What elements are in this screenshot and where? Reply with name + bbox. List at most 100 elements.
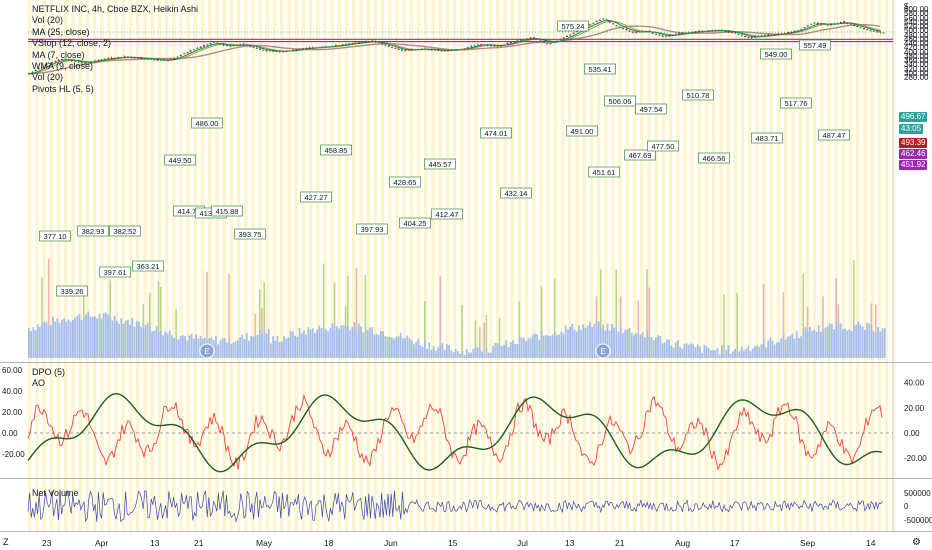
session-stripe bbox=[460, 0, 464, 362]
volume-bar bbox=[96, 318, 98, 358]
volume-bar bbox=[435, 351, 437, 358]
candle-body bbox=[166, 60, 169, 62]
legend-title[interactable]: NETFLIX INC, 4h, Cboe BZX, Heikin Ashi bbox=[32, 4, 199, 14]
netvol-pane[interactable]: 500000 0 -500000 Net Volume bbox=[0, 479, 932, 531]
session-stripe bbox=[56, 479, 61, 531]
volume-bar bbox=[652, 340, 655, 358]
candle-body bbox=[608, 21, 611, 23]
candle-body bbox=[833, 23, 836, 25]
candle-body bbox=[806, 25, 809, 27]
ao-label[interactable]: AO bbox=[32, 378, 46, 388]
session-stripe bbox=[539, 479, 543, 531]
legend-line[interactable]: WMA (9, close) bbox=[32, 61, 94, 72]
volume-bar bbox=[710, 350, 712, 358]
volume-bar bbox=[54, 321, 57, 358]
legend-line[interactable]: Vol (20) bbox=[32, 72, 64, 83]
legend-line[interactable]: MA (25, close) bbox=[32, 26, 90, 37]
session-stripe bbox=[467, 363, 471, 478]
netvol-chart[interactable]: 500000 0 -500000 bbox=[0, 479, 932, 531]
session-stripe bbox=[474, 479, 478, 531]
pivot-label: 467.69 bbox=[629, 151, 652, 160]
netvol-tick: 500000 bbox=[904, 489, 931, 498]
volume-bar bbox=[780, 338, 783, 358]
session-stripe bbox=[618, 0, 622, 362]
session-stripe bbox=[121, 0, 126, 362]
session-stripe bbox=[128, 479, 133, 531]
candle-body bbox=[348, 43, 351, 45]
time-label: 14 bbox=[866, 538, 876, 548]
candle-body bbox=[539, 40, 542, 42]
dpo-label[interactable]: DPO (5) bbox=[32, 367, 66, 377]
volume-bar bbox=[608, 330, 611, 358]
volume-bar bbox=[875, 333, 877, 358]
pivot-label-box bbox=[818, 129, 850, 141]
session-stripe bbox=[128, 363, 133, 478]
volume-bar bbox=[87, 311, 90, 358]
session-stripe bbox=[56, 0, 61, 362]
session-stripe bbox=[769, 363, 774, 478]
candle-body bbox=[394, 47, 397, 49]
session-stripe bbox=[474, 363, 478, 478]
candle-body bbox=[440, 50, 443, 52]
gear-icon[interactable]: ⚙ bbox=[912, 537, 921, 548]
candle-body bbox=[117, 57, 120, 59]
netvol-legend[interactable]: Net Volume bbox=[32, 488, 79, 498]
session-stripe bbox=[661, 363, 666, 478]
volume-spike bbox=[149, 292, 151, 327]
session-stripe bbox=[236, 0, 241, 362]
candle-body bbox=[130, 57, 133, 59]
volume-bar bbox=[421, 346, 424, 358]
session-stripe bbox=[524, 479, 529, 531]
pivot-label: 397.61 bbox=[104, 268, 127, 277]
session-stripe bbox=[676, 0, 680, 362]
volume-bar bbox=[743, 350, 745, 358]
session-stripe bbox=[748, 0, 752, 362]
volume-bar bbox=[111, 320, 114, 358]
session-stripe bbox=[503, 363, 507, 478]
session-stripe bbox=[647, 479, 651, 531]
session-stripe bbox=[164, 0, 169, 362]
volume-bar bbox=[536, 334, 538, 358]
legend-line[interactable]: Pivots HL (5, 5) bbox=[32, 83, 94, 94]
session-stripe bbox=[236, 363, 241, 478]
candle-body bbox=[496, 45, 499, 47]
price-chart[interactable]: 377.10 382.93 382.52 397.61 363.21 339.26 449.… bbox=[0, 0, 932, 362]
session-stripe bbox=[517, 363, 522, 478]
dpo-chart[interactable]: 60.00 40.00 20.00 0.00 -20.00 40.00 20.00 0.00 -… bbox=[0, 363, 932, 478]
volume-bar bbox=[795, 330, 798, 358]
volume-spike bbox=[600, 269, 602, 329]
session-stripe bbox=[56, 363, 61, 478]
candle-body bbox=[298, 48, 301, 50]
legend-line[interactable]: MA (7, close) bbox=[32, 49, 85, 60]
session-stripe bbox=[798, 363, 802, 478]
candle-body bbox=[54, 60, 57, 62]
session-stripe bbox=[150, 0, 154, 362]
volume-bar bbox=[476, 347, 479, 358]
legend-line[interactable]: VStop (12, close, 2) bbox=[32, 38, 112, 49]
legend-line[interactable]: Vol (20) bbox=[32, 15, 64, 26]
volume-bar bbox=[149, 326, 151, 358]
volume-spike bbox=[333, 282, 336, 326]
volume-spike bbox=[47, 258, 50, 326]
volume-bar bbox=[589, 322, 591, 358]
session-stripe bbox=[668, 479, 673, 531]
candle-body bbox=[437, 49, 440, 51]
pivot-label: 445.57 bbox=[429, 160, 452, 169]
pivot-label-box bbox=[604, 95, 636, 107]
volume-bar bbox=[844, 328, 846, 358]
candle-body bbox=[127, 56, 130, 58]
session-stripe bbox=[510, 0, 514, 362]
pivot-label-box bbox=[399, 217, 431, 229]
price-pane[interactable]: 377.10 382.93 382.52 397.61 363.21 339.26 449.… bbox=[0, 0, 932, 362]
session-stripe bbox=[704, 363, 709, 478]
candle-body bbox=[226, 45, 229, 47]
volume-bar bbox=[628, 327, 631, 358]
zoom-toggle[interactable]: Z bbox=[3, 537, 9, 547]
volume-bar bbox=[166, 333, 169, 358]
session-stripe bbox=[445, 479, 450, 531]
volume-bar bbox=[384, 336, 387, 358]
session-stripe bbox=[301, 363, 306, 478]
session-stripe bbox=[272, 479, 277, 531]
dpo-pane[interactable]: 60.00 40.00 20.00 0.00 -20.00 40.00 20.00 0.00 -… bbox=[0, 363, 932, 478]
